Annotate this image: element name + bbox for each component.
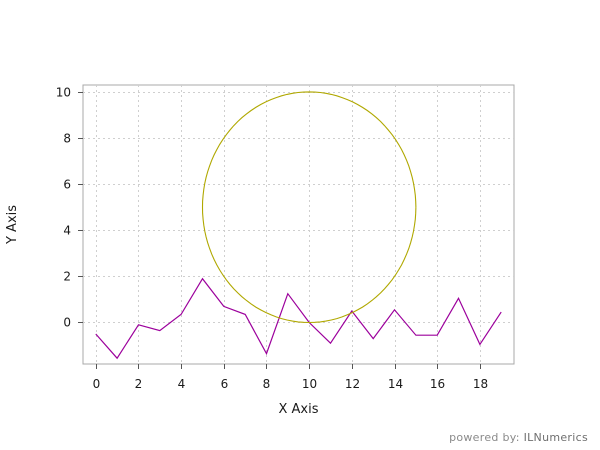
y-tick-label: 10	[56, 86, 71, 100]
watermark-brand: ILNumerics	[523, 431, 588, 444]
y-tick-label: 4	[63, 224, 71, 238]
y-axis-title: Y Axis	[5, 205, 20, 245]
x-tick-label: 10	[302, 377, 317, 391]
x-tick-label: 12	[345, 377, 360, 391]
watermark: powered by: ILNumerics	[449, 431, 588, 444]
series-circle-2	[201, 91, 417, 324]
x-tick-label: 2	[135, 377, 143, 391]
watermark-prefix: powered by:	[449, 431, 524, 444]
y-tick-label: 2	[63, 270, 71, 284]
x-axis-title: X Axis	[278, 402, 318, 417]
x-tick-label: 0	[93, 377, 101, 391]
x-tick-label: 16	[430, 377, 445, 391]
series-line-1	[95, 277, 502, 360]
x-tick-label: 8	[263, 377, 271, 391]
series-layer	[95, 91, 502, 360]
plot-area	[82, 84, 515, 365]
x-tick-label: 18	[473, 377, 488, 391]
x-tick-label: 14	[388, 377, 403, 391]
x-tick-label: 4	[178, 377, 186, 391]
y-tick-label: 6	[63, 178, 71, 192]
x-tick-label: 6	[221, 377, 229, 391]
grid	[83, 85, 514, 364]
x-axis-ticks: 0 2 4 6 8 10 12 14 16 18	[93, 364, 488, 391]
y-tick-label: 0	[63, 316, 71, 330]
y-axis-ticks: 0 2 4 6 8 10	[56, 86, 83, 330]
y-tick-label: 8	[63, 132, 71, 146]
